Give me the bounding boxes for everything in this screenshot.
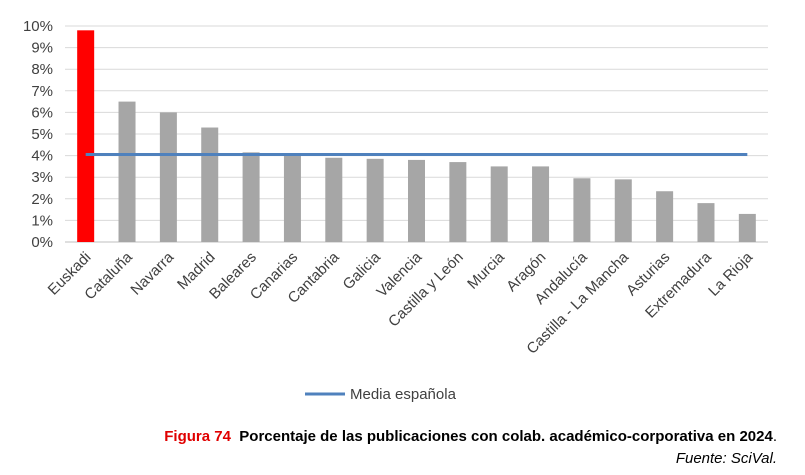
y-tick-label: 6%: [31, 104, 53, 121]
legend: Media española: [305, 386, 457, 403]
bar-canarias: [283, 154, 301, 242]
y-tick-label: 2%: [31, 191, 53, 208]
bar-la-rioja: [738, 213, 756, 242]
y-tick-label: 8%: [31, 61, 53, 78]
bar-asturias: [656, 191, 674, 242]
y-tick-label: 3%: [31, 169, 53, 186]
bar-murcia: [490, 166, 508, 242]
figure-caption: Figura 74 Porcentaje de las publicacione…: [164, 428, 777, 445]
y-tick-label: 9%: [31, 40, 53, 57]
bar-valencia: [408, 159, 425, 242]
x-tick-label: Castilla y León: [385, 249, 467, 331]
x-tick-label: Murcia: [464, 248, 508, 292]
bar-castilla-y-le-n: [449, 162, 467, 242]
y-tick-label: 1%: [31, 212, 53, 229]
figure-title: Porcentaje de las publicaciones con cola…: [239, 428, 773, 445]
y-tick-label: 10%: [23, 18, 53, 35]
bar-galicia: [366, 158, 384, 242]
bar-arag-n: [532, 166, 550, 242]
x-axis-labels: EuskadiCataluñaNavarraMadridBalearesCana…: [45, 248, 757, 357]
x-tick-label: Navarra: [127, 248, 177, 298]
bars: [77, 30, 756, 243]
bar-euskadi: [77, 30, 95, 242]
figure-title-end: .: [772, 428, 777, 445]
bar-cantabria: [325, 157, 343, 242]
bar-chart: 0% 1% 2% 3% 4% 5% 6% 7% 8% 9% 10% EuskadiCataluñaN…: [23, 18, 768, 403]
bar-madrid: [201, 127, 219, 242]
y-axis-ticks: 0% 1% 2% 3% 4% 5% 6% 7% 8% 9% 10%: [23, 18, 53, 251]
bar-catalu-a: [118, 101, 136, 242]
bar-navarra: [159, 112, 177, 243]
y-tick-label: 5%: [31, 126, 53, 143]
figure-label: Figura 74: [164, 428, 231, 445]
y-tick-label: 0%: [31, 234, 53, 251]
y-tick-label: 4%: [31, 148, 53, 165]
y-tick-label: 7%: [31, 83, 53, 100]
bar-castilla-la-mancha: [614, 179, 632, 242]
x-tick-label: La Rioja: [705, 248, 756, 299]
bar-baleares: [242, 152, 260, 242]
figure-source: Fuente: SciVal.: [675, 450, 777, 467]
bar-extremadura: [697, 203, 715, 242]
bar-andaluc-a: [573, 178, 591, 242]
legend-average-label: Media española: [350, 386, 457, 403]
